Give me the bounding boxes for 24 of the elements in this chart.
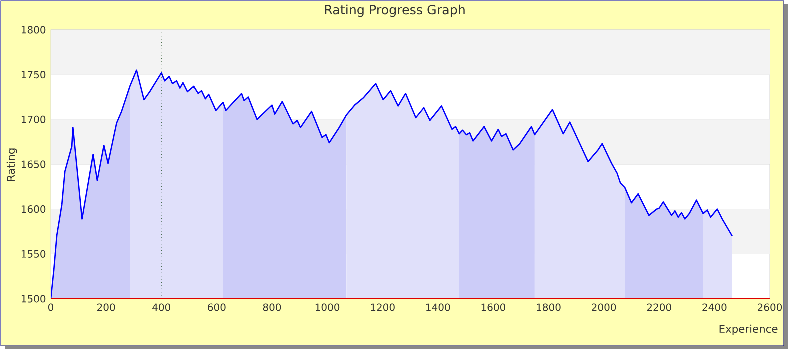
x-tick-label: 200: [98, 304, 116, 312]
x-tick-label: 2400: [702, 304, 727, 312]
y-tick-label: 1750: [22, 71, 46, 79]
y-axis-title: Rating: [6, 148, 18, 182]
x-tick-label: 1400: [426, 304, 450, 312]
x-tick-label: 1200: [371, 304, 395, 312]
x-tick-label: 2000: [592, 304, 616, 312]
x-tick-label: 600: [208, 304, 226, 312]
x-tick-label: 1600: [482, 304, 506, 312]
x-tick-label: 0: [48, 304, 54, 312]
x-tick-label: 1000: [316, 304, 340, 312]
y-tick-label: 1600: [22, 206, 46, 214]
x-tick-label: 1800: [537, 304, 561, 312]
x-axis-title: Experience: [720, 324, 778, 336]
x-tick-label: 800: [263, 304, 282, 312]
y-tick-label: 1650: [22, 160, 46, 168]
x-tick-label: 2200: [647, 304, 672, 312]
y-tick-label: 1800: [22, 26, 46, 34]
x-tick-label: 400: [152, 304, 170, 312]
y-tick-label: 1500: [22, 295, 46, 303]
x-tick-label: 2600: [758, 304, 782, 312]
y-tick-label: 1550: [22, 250, 46, 258]
chart-title: Rating Progress Graph: [325, 4, 465, 18]
y-tick-label: 1700: [22, 116, 46, 124]
